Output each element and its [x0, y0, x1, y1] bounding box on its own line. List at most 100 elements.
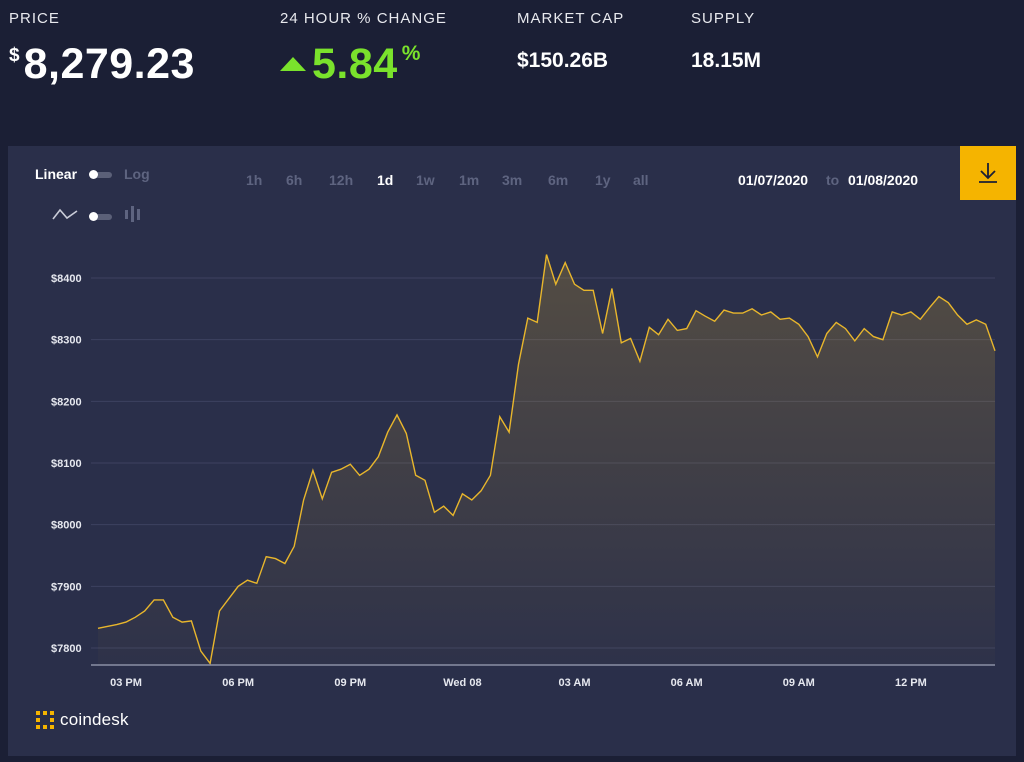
price-point: [508, 431, 510, 433]
price-point: [331, 471, 333, 473]
price-point: [910, 311, 912, 313]
price-point: [518, 363, 520, 365]
supply-stat: SUPPLY 18.15M: [691, 10, 761, 73]
up-arrow-icon: [280, 57, 306, 71]
price-point: [602, 333, 604, 335]
price-point: [555, 283, 557, 285]
price-point: [106, 625, 108, 627]
range-1m[interactable]: 1m: [459, 172, 480, 188]
price-point: [882, 339, 884, 341]
range-1w[interactable]: 1w: [416, 172, 435, 188]
range-1h[interactable]: 1h: [246, 172, 263, 188]
range-3m[interactable]: 3m: [502, 172, 523, 188]
price-point: [873, 336, 875, 338]
range-6m[interactable]: 6m: [548, 172, 569, 188]
price-point: [835, 321, 837, 323]
price-point: [919, 318, 921, 320]
y-tick-label: $7800: [51, 643, 82, 655]
price-point: [134, 616, 136, 618]
price-point: [723, 309, 725, 311]
date-from[interactable]: 01/07/2020: [738, 172, 809, 188]
y-tick-label: $8100: [51, 458, 82, 470]
market-cap-stat: MARKET CAP $150.26B: [517, 10, 624, 73]
price-point: [153, 599, 155, 601]
price-point: [312, 469, 314, 471]
range-all[interactable]: all: [633, 172, 649, 188]
price-point: [826, 333, 828, 335]
price-point: [630, 337, 632, 339]
price-point: [994, 350, 996, 352]
price-point: [471, 499, 473, 501]
price-point: [546, 254, 548, 256]
price-point: [321, 498, 323, 500]
price-line: [97, 254, 996, 666]
chart-toolbar: Linear Log 1h 6h 12h 1d 1w 1m 3m 6m 1y a…: [8, 146, 1016, 222]
price-point: [807, 336, 809, 338]
price-point: [947, 302, 949, 304]
price-point: [247, 579, 249, 581]
x-tick-label: 03 PM: [110, 677, 142, 689]
price-point: [433, 511, 435, 513]
range-12h[interactable]: 12h: [329, 172, 354, 188]
price-point: [181, 621, 183, 623]
price-point: [788, 317, 790, 319]
price-area-fill: [98, 254, 995, 665]
date-to[interactable]: 01/08/2020: [848, 172, 919, 188]
x-tick-label: 09 AM: [783, 677, 815, 689]
range-1y[interactable]: 1y: [595, 172, 611, 188]
price-point: [452, 514, 454, 516]
price-point: [901, 314, 903, 316]
price-point: [340, 468, 342, 470]
price-point: [293, 545, 295, 547]
y-tick-label: $8200: [51, 396, 82, 408]
price-point: [387, 431, 389, 433]
market-cap-value: $150.26B: [517, 49, 609, 72]
date-to-label: to: [826, 172, 840, 188]
price-chart: $7800 $7900 $8000 $8100 $8200 $8300 $8400 03 P…: [51, 254, 996, 689]
price-point: [714, 320, 716, 322]
price-point: [620, 342, 622, 344]
price-label: PRICE: [9, 10, 60, 27]
scale-linear-label[interactable]: Linear: [35, 166, 78, 182]
price-point: [751, 308, 753, 310]
price-point: [779, 318, 781, 320]
price-point: [574, 283, 576, 285]
change-unit: %: [401, 42, 421, 65]
scale-log-label[interactable]: Log: [124, 166, 150, 182]
chart-type-toggle[interactable]: [89, 212, 112, 221]
scale-toggle[interactable]: [89, 170, 112, 179]
price-point: [275, 558, 277, 560]
change-value: 5.84: [312, 40, 398, 88]
supply-label: SUPPLY: [691, 10, 756, 27]
price-point: [443, 505, 445, 507]
price-point: [144, 610, 146, 612]
price-point: [770, 311, 772, 313]
change-stat: 24 HOUR % CHANGE 5.84 %: [280, 10, 447, 89]
price-point: [162, 599, 164, 601]
price-point: [863, 328, 865, 330]
market-cap-label: MARKET CAP: [517, 10, 625, 27]
price-point: [798, 323, 800, 325]
price-point: [359, 474, 361, 476]
download-button[interactable]: [960, 146, 1016, 200]
price-point: [957, 314, 959, 316]
line-chart-icon[interactable]: [52, 207, 78, 226]
price-point: [732, 312, 734, 314]
x-tick-label: 12 PM: [895, 677, 927, 689]
price-point: [704, 315, 706, 317]
price-point: [760, 314, 762, 316]
range-6h[interactable]: 6h: [286, 172, 303, 188]
price-point: [125, 621, 127, 623]
price-value: 8,279.23: [23, 40, 195, 88]
price-point: [172, 616, 174, 618]
price-currency-symbol: $: [9, 45, 20, 66]
price-point: [303, 499, 305, 501]
price-point: [256, 582, 258, 584]
y-tick-label: $8000: [51, 520, 82, 532]
price-point: [377, 456, 379, 458]
range-1d[interactable]: 1d: [377, 172, 394, 188]
candlestick-icon[interactable]: [124, 205, 142, 228]
price-point: [658, 334, 660, 336]
price-point: [938, 296, 940, 298]
price-point: [975, 319, 977, 321]
